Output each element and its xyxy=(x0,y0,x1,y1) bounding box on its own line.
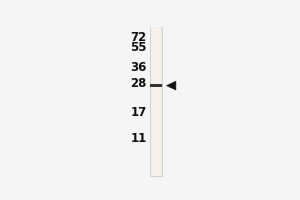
Bar xyxy=(151,27,161,176)
Bar xyxy=(150,27,162,176)
Text: 36: 36 xyxy=(130,61,147,74)
Polygon shape xyxy=(167,81,176,90)
Bar xyxy=(150,84,162,87)
Text: 72: 72 xyxy=(130,31,147,44)
Text: 28: 28 xyxy=(130,77,147,90)
Text: 11: 11 xyxy=(130,132,147,145)
Text: 55: 55 xyxy=(130,41,147,54)
Text: 17: 17 xyxy=(130,106,147,119)
